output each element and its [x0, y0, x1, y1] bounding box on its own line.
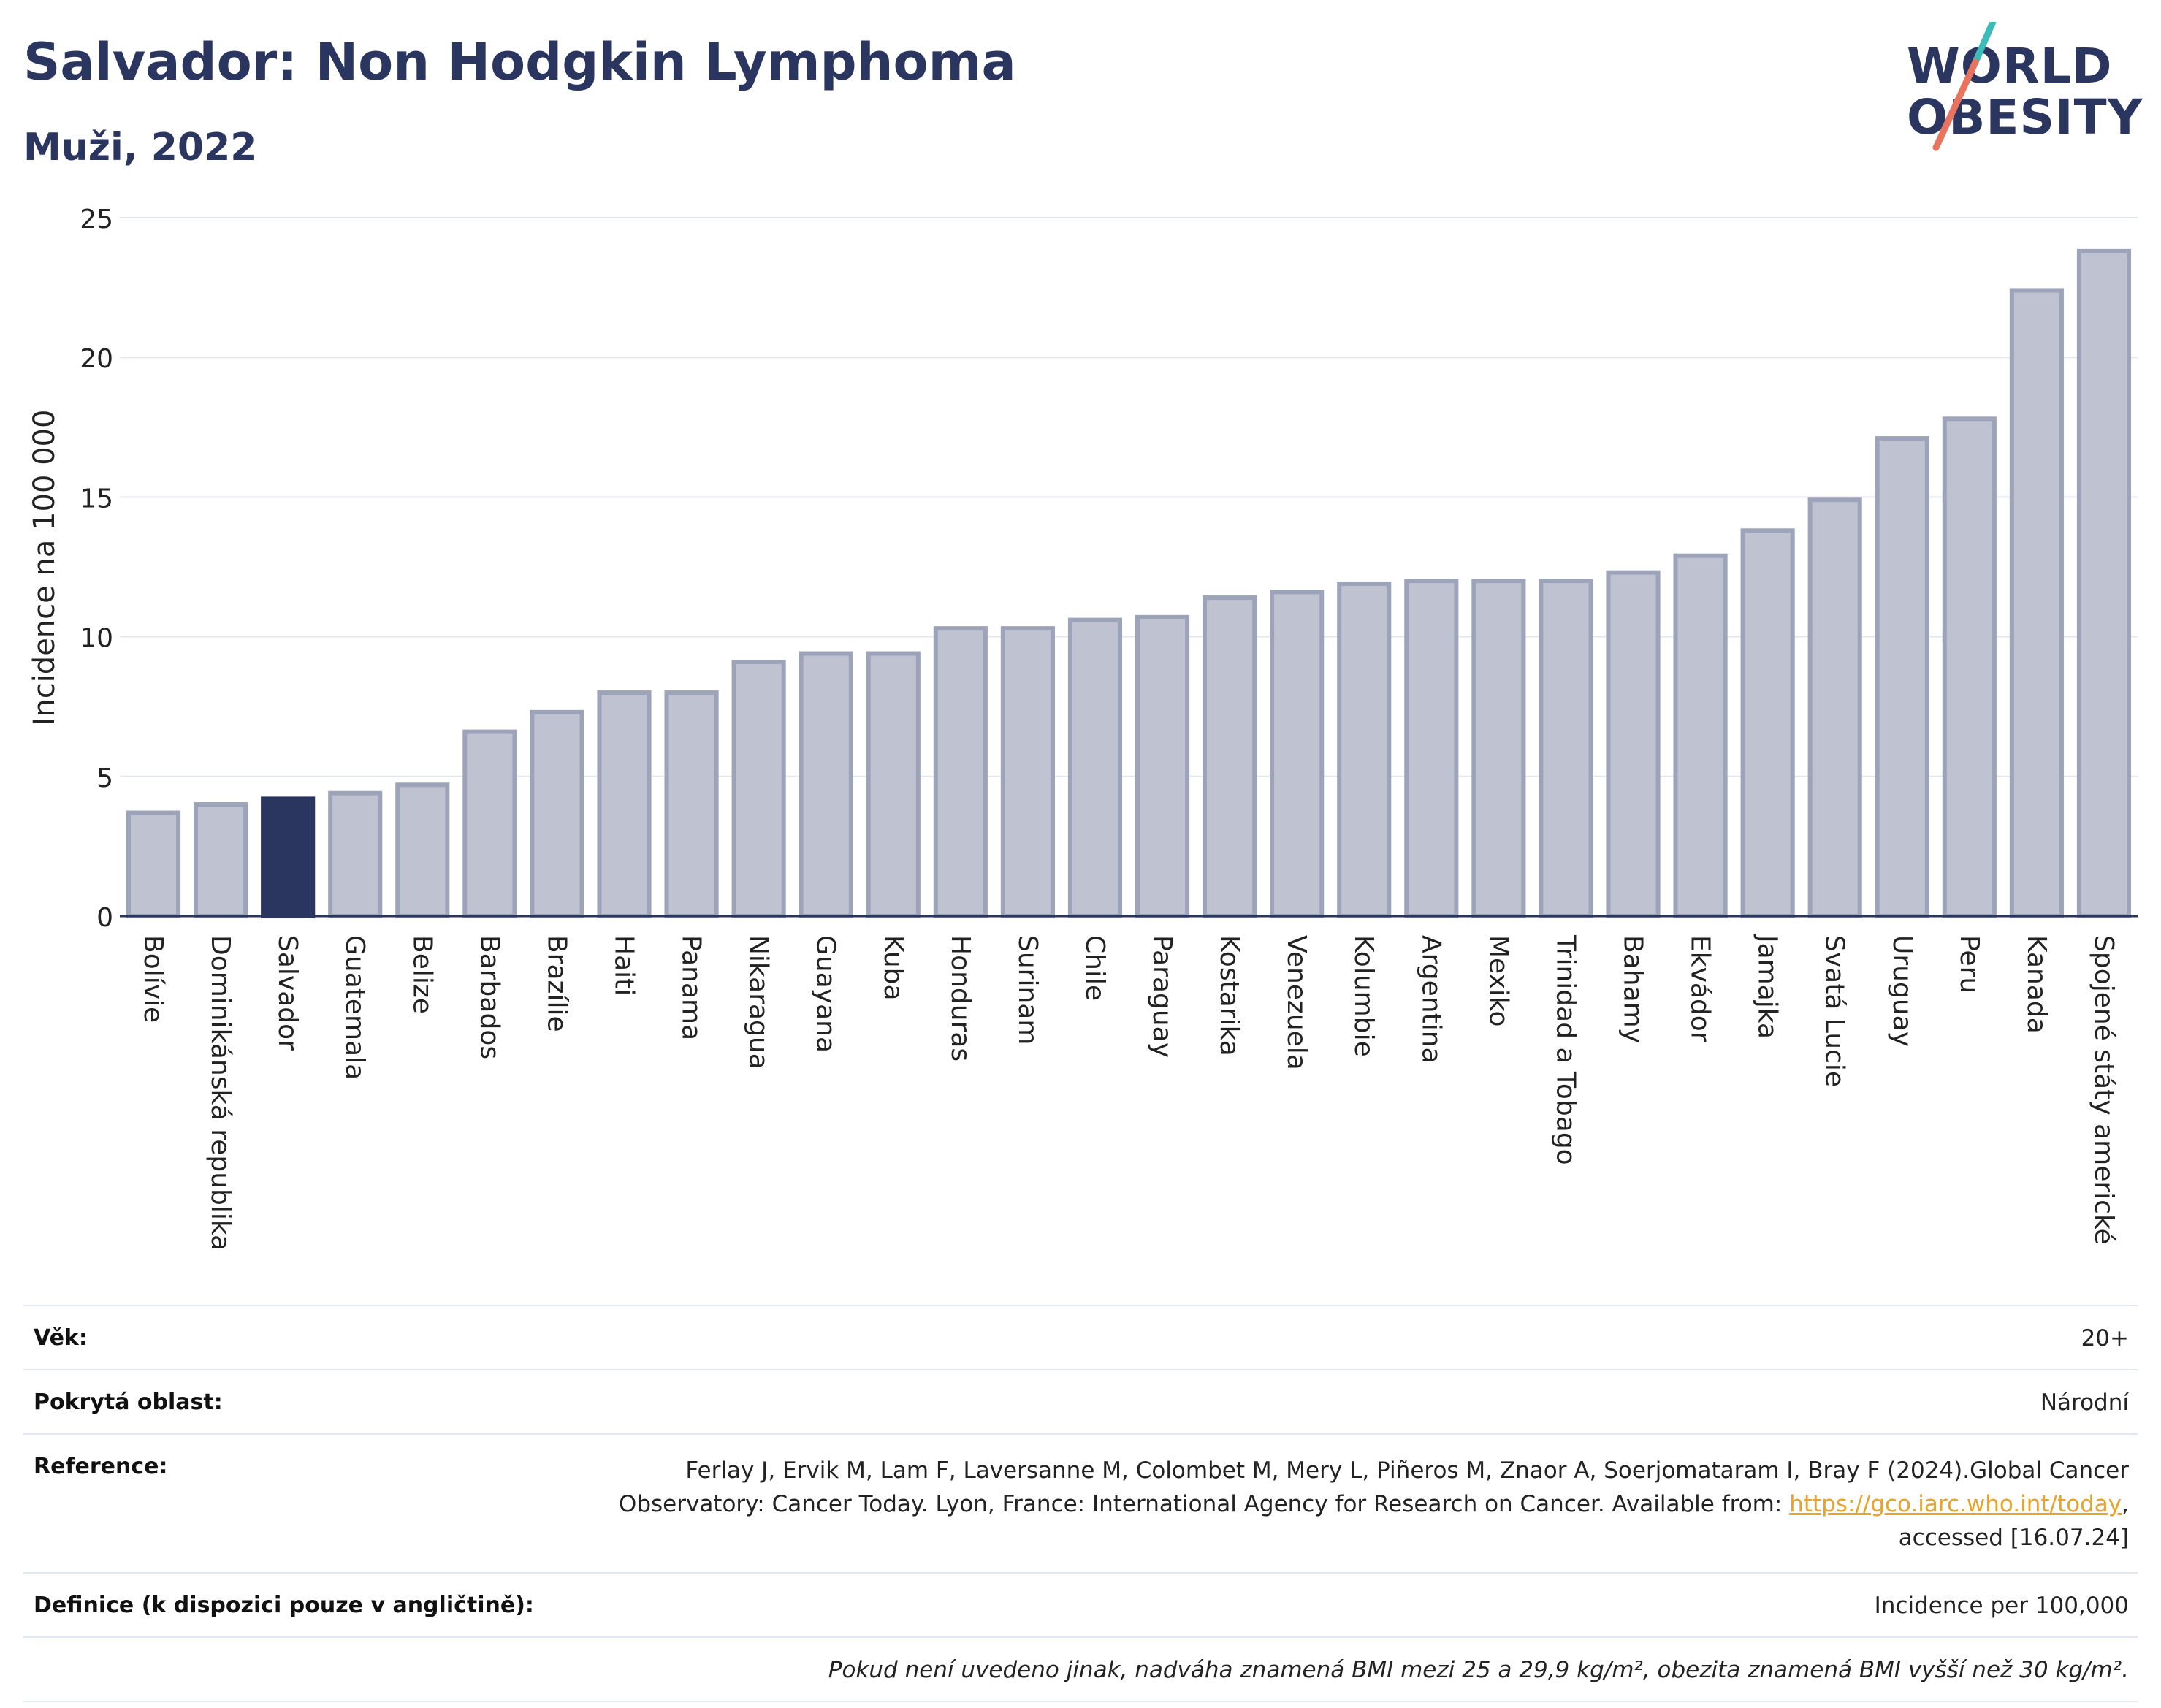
bar-belize	[395, 782, 450, 918]
x-tick-label: Venezuela	[1281, 935, 1311, 1070]
age-label: Věk:	[34, 1325, 88, 1351]
x-tick-label: Kuba	[878, 935, 908, 1001]
bar-kanada	[2009, 288, 2064, 918]
x-tick-label: Kanada	[2021, 935, 2051, 1034]
chart-subtitle: Muži, 2022	[23, 126, 257, 169]
x-tick-label: Ekvádor	[1685, 935, 1715, 1042]
reference-text-3: accessed [16.07.24]	[1898, 1525, 2129, 1551]
y-tick-label: 25	[80, 205, 113, 235]
bar-chile	[1067, 617, 1123, 918]
x-axis-labels: Bolívie Dominikánská republika Salvador Gua…	[138, 934, 2119, 1251]
bar-panama	[664, 690, 719, 919]
bar-guayana	[799, 651, 853, 918]
x-tick-label: Barbados	[474, 935, 504, 1059]
x-tick-label: Peru	[1954, 935, 1984, 994]
bars	[126, 248, 2132, 919]
info-row-age: Věk: 20+	[23, 1305, 2138, 1369]
y-tick-label: 0	[96, 903, 113, 933]
y-tick-label: 15	[80, 484, 113, 514]
bar-chart: 0 5 10 15 20 25 Incidence na 100 000 Bolívie D…	[28, 205, 2138, 1251]
info-row-area: Pokrytá oblast: Národní	[23, 1369, 2138, 1433]
bar-trinidad-a-tobago	[1539, 579, 1593, 918]
logo-slash-icon	[1932, 22, 1997, 151]
reference-text-2: Observatory: Cancer Today. Lyon, France:…	[618, 1491, 1783, 1517]
bmi-note: Pokud není uvedeno jinak, nadváha znamen…	[828, 1657, 2129, 1683]
bar-guatemala	[328, 790, 383, 919]
x-tick-label: Chile	[1080, 935, 1110, 1001]
age-value: 20+	[2081, 1325, 2129, 1351]
x-tick-label: Paraguay	[1147, 935, 1177, 1058]
reference-label: Reference:	[34, 1454, 168, 1479]
bar-jamajka	[1740, 528, 1795, 918]
info-row-note: Pokud není uvedeno jinak, nadváha znamen…	[23, 1636, 2138, 1702]
y-tick-label: 5	[96, 763, 113, 793]
x-tick-label: Kostarika	[1214, 935, 1244, 1056]
logo-line-1: WORLD	[1907, 38, 2113, 94]
reference-value: Ferlay J, Ervik M, Lam F, Laversanne M, …	[618, 1457, 2129, 1551]
chart-title: Salvador: Non Hodgkin Lymphoma	[23, 32, 1016, 92]
x-tick-label: Svatá Lucie	[1820, 935, 1850, 1087]
bar-kuba	[866, 651, 921, 918]
bar-svatá-lucie	[1807, 497, 1862, 918]
bar-barbados	[462, 729, 517, 919]
definition-label: Definice (k dispozici pouze v angličtině…	[34, 1593, 534, 1618]
x-tick-label: Uruguay	[1887, 935, 1917, 1047]
bar-venezuela	[1270, 590, 1325, 919]
definition-value: Incidence per 100,000	[1874, 1593, 2129, 1619]
bar-dominikánská-republika	[194, 802, 248, 918]
bar-surinam	[1000, 626, 1055, 918]
y-tick-label: 10	[80, 624, 113, 654]
bar-brazílie	[530, 709, 584, 919]
x-tick-label: Haiti	[609, 935, 639, 996]
y-axis-ticks: 0 5 10 15 20 25	[80, 205, 113, 933]
x-tick-label: Honduras	[945, 935, 975, 1061]
x-tick-label: Guatemala	[340, 935, 370, 1080]
bar-haiti	[597, 690, 652, 919]
x-tick-label: Bolívie	[138, 935, 168, 1023]
x-tick-label: Salvador	[272, 935, 302, 1051]
world-obesity-logo: WORLD OBESITY	[1907, 22, 2148, 153]
bar-argentina	[1404, 579, 1459, 918]
bar-uruguay	[1875, 436, 1929, 918]
x-tick-label: Guayana	[811, 935, 841, 1053]
info-row-definition: Definice (k dispozici pouze v angličtině…	[23, 1572, 2138, 1636]
x-tick-label: Kolumbie	[1349, 935, 1379, 1057]
y-axis-label: Incidence na 100 000	[28, 410, 61, 726]
bar-paraguay	[1135, 614, 1190, 918]
x-tick-label: Brazílie	[541, 935, 571, 1032]
x-tick-label: Mexiko	[1483, 935, 1513, 1026]
bar-salvador	[261, 796, 316, 919]
y-tick-label: 20	[80, 344, 113, 374]
bar-kolumbie	[1337, 581, 1392, 918]
info-table: Věk: 20+ Pokrytá oblast: Národní Referen…	[23, 1305, 2138, 1702]
area-label: Pokrytá oblast:	[34, 1389, 223, 1415]
x-tick-label: Trinidad a Tobago	[1550, 934, 1580, 1165]
bar-ekvádor	[1673, 553, 1728, 918]
reference-text-1: Ferlay J, Ervik M, Lam F, Laversanne M, …	[685, 1457, 2129, 1484]
area-value: Národní	[2040, 1389, 2129, 1416]
bar-spojené-státy-americké	[2076, 248, 2132, 918]
x-tick-label: Spojené státy americké	[2089, 935, 2119, 1245]
bar-nikaragua	[731, 660, 786, 918]
info-row-reference: Reference: Ferlay J, Ervik M, Lam F, Lav…	[23, 1433, 2138, 1572]
x-tick-label: Argentina	[1416, 935, 1446, 1064]
bar-peru	[1942, 416, 1997, 918]
x-tick-label: Jamajka	[1753, 934, 1783, 1039]
bar-kostarika	[1203, 595, 1257, 919]
x-tick-label: Nikaragua	[744, 935, 774, 1070]
gridlines	[120, 217, 2138, 777]
bar-bahamy	[1606, 570, 1661, 918]
x-tick-label: Bahamy	[1618, 935, 1648, 1043]
x-tick-label: Surinam	[1013, 935, 1043, 1045]
reference-link[interactable]: https://gco.iarc.who.int/today	[1789, 1491, 2122, 1517]
x-tick-label: Panama	[676, 935, 706, 1040]
bar-honduras	[933, 626, 988, 918]
bar-mexiko	[1471, 579, 1526, 918]
bar-bolívie	[126, 810, 181, 919]
x-tick-label: Belize	[407, 935, 437, 1014]
x-tick-label: Dominikánská republika	[205, 935, 235, 1251]
